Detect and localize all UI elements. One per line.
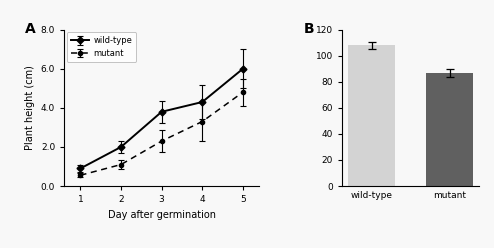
Bar <box>348 45 395 186</box>
Bar <box>426 73 473 186</box>
Y-axis label: Plant height (cm): Plant height (cm) <box>25 65 35 150</box>
Text: A: A <box>25 22 36 36</box>
X-axis label: Day after germination: Day after germination <box>108 210 216 219</box>
Text: B: B <box>304 22 314 36</box>
Legend: wild-type, mutant: wild-type, mutant <box>67 32 136 62</box>
